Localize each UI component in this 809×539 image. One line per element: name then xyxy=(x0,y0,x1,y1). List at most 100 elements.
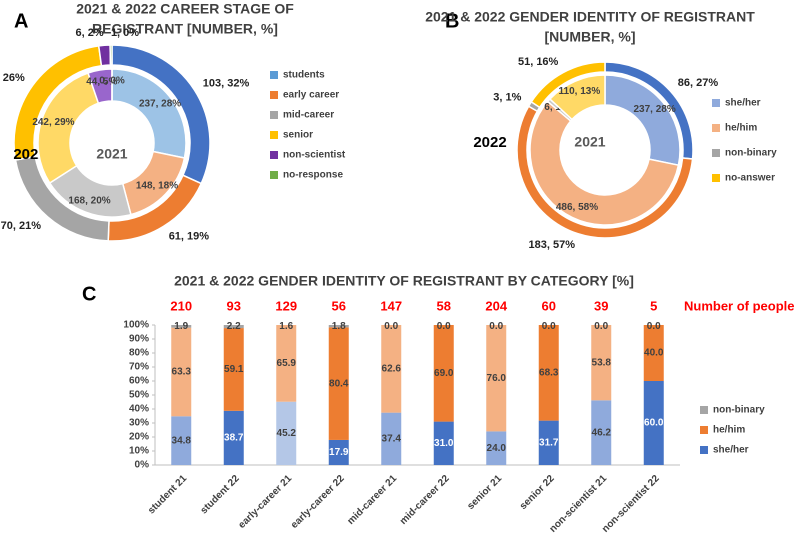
donut-slice xyxy=(548,74,606,121)
bar-segment xyxy=(433,325,454,422)
y-tick-label: 10% xyxy=(129,446,149,457)
segment-label: 1.6 xyxy=(279,321,293,332)
donut-slice xyxy=(109,44,113,66)
segment-label: 53.8 xyxy=(592,357,612,368)
count-label: 5 xyxy=(650,298,657,313)
segment-label: 68.3 xyxy=(539,367,559,378)
slice-label: 148, 18% xyxy=(136,180,178,191)
y-tick-label: 60% xyxy=(129,376,149,387)
segment-label: 38.7 xyxy=(224,433,244,444)
bar-segment xyxy=(643,381,664,465)
legend-label: students xyxy=(283,70,325,81)
segment-label: 24.0 xyxy=(487,443,507,454)
segment-label: 62.6 xyxy=(382,363,402,374)
legend-label: he/him xyxy=(725,123,757,134)
legend-label: mid-career xyxy=(283,110,334,121)
chart-title: REGISTRANT [NUMBER, %] xyxy=(92,21,278,37)
slice-label: 3, 1% xyxy=(493,92,521,104)
count-label: 93 xyxy=(227,298,241,313)
slice-label: 237, 28% xyxy=(633,104,675,115)
slice-label: 168, 20% xyxy=(68,195,110,206)
x-tick-label: non-scientist 22 xyxy=(600,473,662,535)
bar-segment xyxy=(223,328,244,411)
slice-label: 237, 28% xyxy=(139,98,181,109)
bar-segment xyxy=(276,325,297,402)
bar-segment xyxy=(171,327,192,417)
segment-label: 0.0 xyxy=(647,321,661,332)
legend-swatch xyxy=(270,91,278,99)
bar-segment xyxy=(538,420,559,465)
x-tick-label: early-career 22 xyxy=(289,473,347,531)
segment-label: 0.0 xyxy=(489,321,503,332)
bars xyxy=(171,325,664,465)
y-tick-label: 20% xyxy=(129,432,149,443)
segment-label: 0.0 xyxy=(437,321,451,332)
slice-label: 0, 0% xyxy=(99,76,125,87)
segment-label: 69.0 xyxy=(434,368,454,379)
donut-slice xyxy=(530,61,606,109)
chart-title: [NUMBER, %] xyxy=(545,29,636,45)
y-tick-label: 80% xyxy=(129,348,149,359)
bar-segment xyxy=(328,325,349,328)
segment-label: 2.2 xyxy=(227,321,241,332)
chart-title: 2021 & 2022 GENDER IDENTITY OF REGISTRAN… xyxy=(174,273,634,289)
x-tick-label: student 22 xyxy=(199,473,242,516)
y-tick-label: 100% xyxy=(123,320,149,331)
bar-segment xyxy=(276,401,297,465)
count-label: 56 xyxy=(332,298,346,313)
segment-label: 80.4 xyxy=(329,378,349,389)
segment-label: 31.7 xyxy=(539,437,559,448)
slice-label: 6, 1% xyxy=(544,102,570,113)
bar-segment xyxy=(486,431,507,465)
panel-label: C xyxy=(82,283,96,305)
slice-label: 44, 5% xyxy=(86,76,117,87)
x-tick-label: mid-career 22 xyxy=(398,473,452,527)
segment-label: 76.0 xyxy=(487,373,507,384)
bar-segment xyxy=(171,325,192,328)
x-tick-label: senior 22 xyxy=(518,473,557,512)
count-label: 129 xyxy=(275,298,297,313)
segment-label: 60.0 xyxy=(644,418,664,429)
x-tick-label: student 21 xyxy=(146,473,189,516)
bar-segment xyxy=(643,325,664,381)
legend-swatch xyxy=(270,151,278,159)
slice-label: 86, 27% xyxy=(678,77,719,89)
bar-segment xyxy=(486,325,507,432)
legend-swatch xyxy=(270,131,278,139)
bar-segment xyxy=(223,410,244,465)
segment-label: 0.0 xyxy=(594,321,608,332)
y-tick-label: 40% xyxy=(129,404,149,415)
legend-swatch xyxy=(700,406,708,414)
y-tick-label: 90% xyxy=(129,334,149,345)
series-name: 2021 xyxy=(574,134,605,150)
segment-label: 31.0 xyxy=(434,438,454,449)
y-tick-label: 0% xyxy=(135,460,150,471)
legend-label: non-binary xyxy=(725,148,777,159)
count-label: 58 xyxy=(437,298,451,313)
bar-segment xyxy=(433,421,454,465)
slice-label: 83, 26% xyxy=(0,72,25,84)
legend-swatch xyxy=(712,149,720,157)
slice-label: 70, 21% xyxy=(1,220,42,232)
legend-label: no-response xyxy=(283,170,343,181)
bar-segment xyxy=(381,412,402,465)
bar-segment xyxy=(328,327,349,440)
slice-label: 6, 2% xyxy=(75,27,103,39)
legend-label: she/her xyxy=(713,445,749,456)
legend-swatch xyxy=(712,124,720,132)
bar-segment xyxy=(328,439,349,465)
segment-label: 1.8 xyxy=(332,321,346,332)
panel-label: A xyxy=(14,10,28,32)
legend-label: early career xyxy=(283,90,339,101)
segment-label: 40.0 xyxy=(644,348,664,359)
bar-segment xyxy=(223,325,244,329)
segment-label: 34.8 xyxy=(172,435,192,446)
segment-label: 63.3 xyxy=(172,367,192,378)
bar-segment xyxy=(591,400,612,465)
bar-segment xyxy=(538,325,559,421)
legend-label: no-answer xyxy=(725,173,775,184)
bar-segment xyxy=(171,416,192,465)
count-label: 60 xyxy=(542,298,556,313)
x-tick-label: senior 21 xyxy=(465,473,504,512)
